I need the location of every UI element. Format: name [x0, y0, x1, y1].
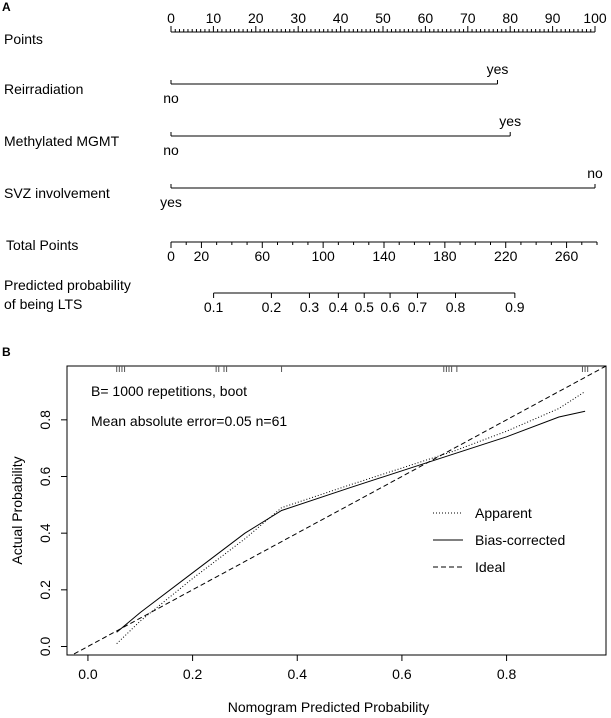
probability-tick-label: 0.4: [329, 299, 349, 315]
level-label: no: [163, 142, 179, 158]
x-tick-label: 0.4: [288, 666, 308, 682]
row-label-points: Points: [4, 31, 43, 47]
annotation-repetitions: B= 1000 repetitions, boot: [91, 383, 247, 399]
points-tick-label: 20: [248, 10, 264, 26]
x-tick-label: 0.0: [78, 666, 98, 682]
level-label: yes: [487, 61, 509, 77]
calibration-plot: 0.0 0.2 0.4 0.6 0.8 0.0 0.2 0.4 0.6 0.8 Nomogram P…: [9, 365, 607, 715]
y-tick-label: 0.6: [37, 467, 53, 487]
points-tick-label: 90: [545, 10, 561, 26]
y-tick-label: 0.2: [37, 580, 53, 600]
points-tick-label: 60: [418, 10, 434, 26]
probability-tick-label: 0.5: [354, 299, 374, 315]
x-tick-label: 0.8: [497, 666, 517, 682]
row-label-total-points: Total Points: [6, 237, 78, 253]
series-group: [71, 366, 606, 655]
row-label-predictor: Methylated MGMT: [4, 133, 120, 149]
legend-label: Apparent: [475, 505, 532, 521]
series-line-bias-corrected: [116, 410, 586, 633]
plot-frame: [66, 365, 607, 656]
probability-tick-label: 0.9: [505, 299, 525, 315]
legend-label: Ideal: [475, 559, 505, 575]
annotation-mae: Mean absolute error=0.05 n=61: [91, 413, 287, 429]
level-label: no: [163, 90, 179, 106]
total-points-tick-label: 0: [167, 248, 175, 264]
y-tick-label: 0.0: [37, 637, 53, 657]
points-tick-label: 70: [460, 10, 476, 26]
total-points-tick-label: 260: [555, 248, 579, 264]
total-points-tick-label: 180: [433, 248, 457, 264]
level-label: no: [587, 165, 603, 181]
points-tick-label: 30: [290, 10, 306, 26]
x-axis-label: Nomogram Predicted Probability: [228, 699, 430, 715]
row-label-probability-line1: Predicted probability: [4, 277, 131, 293]
x-tick-label: 0.2: [183, 666, 203, 682]
y-tick-label: 0.4: [37, 523, 53, 543]
points-tick-label: 10: [206, 10, 222, 26]
total-points-tick-label: 220: [494, 248, 518, 264]
probability-tick-label: 0.1: [204, 299, 224, 315]
probability-tick-label: 0.6: [380, 299, 400, 315]
total-points-tick-label: 100: [311, 248, 335, 264]
row-label-predictor: SVZ involvement: [4, 185, 110, 201]
points-tick-label: 50: [375, 10, 391, 26]
series-line-ideal: [71, 366, 606, 655]
panel-b-label: B: [2, 345, 11, 359]
y-tick-label: 0.8: [37, 410, 53, 430]
points-tick-label: 0: [167, 10, 175, 26]
points-tick-label: 80: [502, 10, 518, 26]
probability-tick-label: 0.8: [446, 299, 466, 315]
total-points-tick-label: 20: [194, 248, 210, 264]
probability-tick-label: 0.3: [300, 299, 320, 315]
row-label-probability-line2: of being LTS: [4, 296, 82, 312]
panel-a-label: A: [2, 0, 11, 14]
level-label: yes: [499, 113, 521, 129]
total-points-tick-label: 140: [372, 248, 396, 264]
row-label-predictor: Reirradiation: [4, 81, 83, 97]
level-label: yes: [160, 194, 182, 210]
series-line-apparent: [116, 391, 586, 645]
legend-label: Bias-corrected: [475, 532, 565, 548]
y-axis-label: Actual Probability: [9, 456, 25, 564]
total-points-tick-label: 60: [254, 248, 270, 264]
nomogram: Points 0 10 20 30 40 50 60 70 80 90 100 Reirradiatio…: [4, 10, 607, 315]
points-tick-label: 100: [583, 10, 607, 26]
probability-tick-label: 0.2: [262, 299, 282, 315]
probability-tick-label: 0.7: [408, 299, 428, 315]
x-tick-label: 0.6: [392, 666, 412, 682]
points-tick-label: 40: [333, 10, 349, 26]
